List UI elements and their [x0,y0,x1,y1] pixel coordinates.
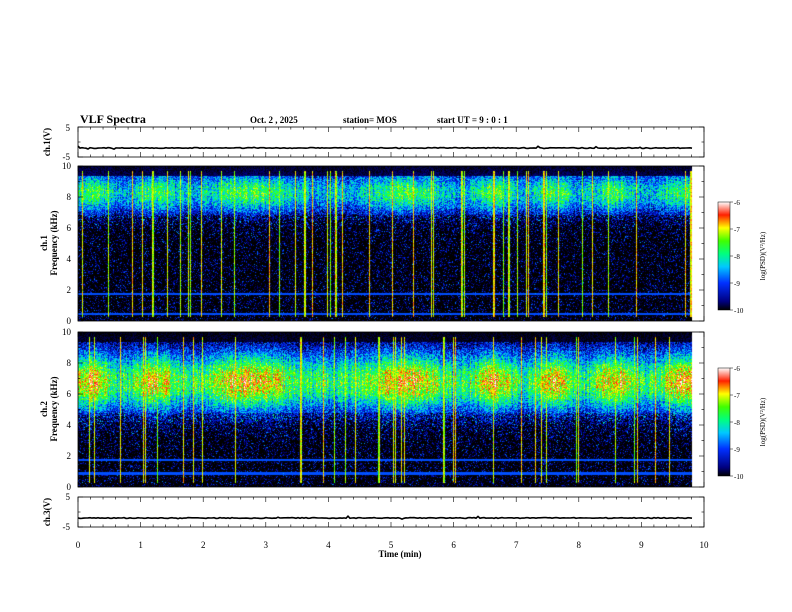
ch1-ytick-top: 5 [66,123,71,133]
ch2-colorbar: -6 -7 -8 -9 -10 log(PSD)(V²/Hz) [717,365,767,481]
ch1-spec-ylabel-channel: ch.1 [39,235,49,251]
ch2-colorbar-tick-m7: -7 [734,392,740,400]
ch1-colorbar-tick-m6: -6 [734,199,740,207]
ch1-ytick-4: 4 [67,254,72,264]
ch2-ytick-0: 0 [67,482,72,492]
ch1-colorbar-scale [717,201,731,311]
ch1-spectrogram-panel: 0 2 4 6 8 10 ch.1 Frequency (kHz) -6 -7 … [39,161,767,326]
start-time-label: start UT = 9 : 0 : 1 [437,115,508,125]
xtick-10: 10 [700,540,710,550]
xtick-6: 6 [451,540,456,550]
xtick-4: 4 [326,540,331,550]
ch2-colorbar-tick-m9: -9 [734,446,740,454]
ch1-ytick-6: 6 [67,223,72,233]
ch2-ytick-4: 4 [67,420,72,430]
ch1-spec-ylabel-frequency: Frequency (kHz) [49,210,59,275]
ch1-waveform-trace [77,145,693,150]
date-label: Oct. 2 , 2025 [250,115,298,125]
ch1-spectrogram-image [78,166,704,321]
ch1-ytick-0: 0 [67,316,72,326]
xtick-7: 7 [514,540,519,550]
ch1-ytick-8: 8 [67,192,72,202]
x-axis-label: Time (min) [378,549,421,559]
ch3-waveform-panel: 5 -5 ch.3(V) [42,492,705,532]
ch2-colorbar-label: log(PSD)(V²/Hz) [759,397,767,446]
xtick-0: 0 [76,540,81,550]
ch3-waveform-ylabel: ch.3(V) [42,498,52,526]
ch3-ytick-top: 5 [66,492,71,502]
ch2-ytick-2: 2 [67,451,72,461]
xtick-9: 9 [639,540,644,550]
time-axis: 0 1 2 3 4 5 6 7 8 9 10 Time (min) [76,540,709,559]
ch1-ytick-2: 2 [67,285,72,295]
station-label: station= MOS [343,115,397,125]
ch1-colorbar-tick-m7: -7 [734,226,740,234]
ch3-waveform-trace [77,515,693,520]
xtick-2: 2 [201,540,206,550]
ch3-ytick-bottom: -5 [63,522,71,532]
ch1-waveform-ylabel: ch.1(V) [42,128,52,156]
xtick-8: 8 [577,540,582,550]
ch2-spectrogram-image [78,332,704,487]
ch2-colorbar-tick-m10: -10 [734,473,744,481]
ch1-colorbar-label: log(PSD)(V²/Hz) [759,231,767,280]
ch2-colorbar-tick-m6: -6 [734,365,740,373]
xtick-5: 5 [389,540,394,550]
ch1-colorbar: -6 -7 -8 -9 -10 log(PSD)(V²/Hz) [717,199,767,315]
ch1-ytick-bottom: -5 [63,152,71,162]
figure-title: VLF Spectra [80,112,146,126]
ch1-ytick-10: 10 [62,161,72,171]
xtick-1: 1 [138,540,143,550]
ch2-ytick-6: 6 [67,389,72,399]
ch1-colorbar-tick-m10: -10 [734,307,744,315]
ch2-spectrogram-panel: 0 2 4 6 8 10 ch.2 Frequency (kHz) -6 -7 … [39,327,767,492]
ch2-colorbar-scale [717,367,731,477]
ch2-colorbar-tick-m8: -8 [734,419,740,427]
ch1-colorbar-tick-m8: -8 [734,253,740,261]
ch1-colorbar-tick-m9: -9 [734,280,740,288]
ch2-spec-ylabel-channel: ch.2 [39,401,49,417]
ch1-waveform-panel: 5 -5 ch.1(V) [42,123,705,162]
xtick-3: 3 [264,540,269,550]
ch2-ytick-10: 10 [62,327,72,337]
ch2-spec-ylabel-frequency: Frequency (kHz) [49,376,59,441]
ch2-ytick-8: 8 [67,358,72,368]
